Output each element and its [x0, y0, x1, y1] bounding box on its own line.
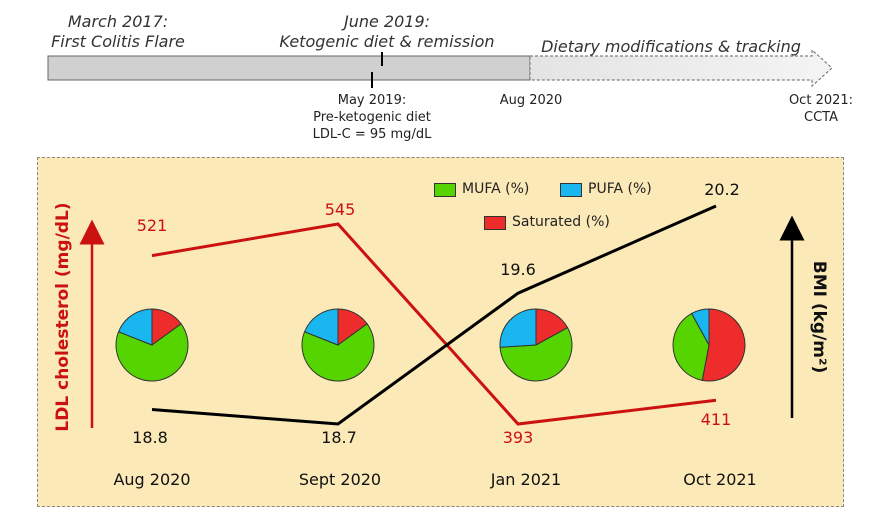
marker-line: Aug 2020 — [499, 93, 563, 108]
marker-line: LDL-C = 95 mg/dL — [312, 127, 432, 142]
legend-label-pufa: PUFA (%) — [588, 181, 652, 197]
pie-slice-pufa — [690, 308, 710, 346]
category-label: Jan 2021 — [490, 470, 562, 489]
timeline-arrow — [529, 48, 833, 88]
event-date: June 2019: — [343, 12, 431, 31]
ldl-value-label: 521 — [136, 216, 168, 235]
pie-slice-pufa — [303, 308, 339, 346]
marker-line: Oct 2021: — [788, 93, 854, 108]
marker-oct-2021: Oct 2021: CCTA — [776, 92, 866, 126]
legend-swatch-pufa — [560, 183, 582, 197]
legend-swatch-saturated — [484, 216, 506, 230]
pie-charts — [115, 308, 746, 382]
bmi-value-label: 18.8 — [132, 428, 168, 447]
category-label: Sept 2020 — [298, 470, 382, 489]
event-desc: Dietary modifications & tracking — [541, 37, 801, 56]
ldl-value-label: 411 — [700, 410, 732, 429]
legend-label-mufa: MUFA (%) — [462, 181, 530, 197]
legend-swatch-mufa — [434, 183, 456, 197]
ldl-value-label: 393 — [502, 428, 534, 447]
pie-slice-mufa — [672, 312, 710, 381]
pie-slice-pufa — [117, 308, 153, 346]
event-date: March 2017: — [67, 12, 169, 31]
pie-slice-pufa — [499, 308, 537, 348]
event-desc: Ketogenic diet & remission — [279, 32, 495, 51]
marker-line: CCTA — [804, 110, 838, 125]
timeline — [47, 48, 833, 88]
ldl-value-label: 545 — [324, 200, 356, 219]
bmi-value-label: 19.6 — [500, 260, 536, 279]
legend-label-saturated: Saturated (%) — [512, 214, 610, 230]
pie-slice-saturated — [701, 308, 746, 382]
timeline-bar — [47, 55, 531, 81]
ldl-axis-title: LDL cholesterol (mg/dL) — [53, 202, 73, 432]
event-march-2017: March 2017: First Colitis Flare — [38, 12, 198, 52]
bmi-value-label: 20.2 — [704, 180, 740, 199]
category-label: Oct 2021 — [683, 470, 757, 489]
category-label: Aug 2020 — [113, 470, 191, 489]
event-desc: First Colitis Flare — [51, 32, 185, 51]
event-june-2019: June 2019: Ketogenic diet & remission — [262, 12, 512, 52]
series-lines — [151, 204, 717, 426]
bmi-axis-title: BMI (kg/m²) — [809, 260, 829, 374]
marker-line: May 2019: — [337, 93, 407, 108]
bmi-value-label: 18.7 — [321, 428, 357, 447]
ldl-series-line — [151, 222, 717, 426]
event-dietary-tracking: Dietary modifications & tracking — [530, 37, 812, 57]
marker-may-2019: May 2019: Pre-ketogenic diet LDL-C = 95 … — [292, 92, 452, 143]
marker-aug-2020: Aug 2020 — [476, 92, 586, 109]
pie-slice-mufa — [499, 326, 573, 382]
marker-line: Pre-ketogenic diet — [313, 110, 431, 125]
bmi-series-line — [151, 204, 717, 426]
